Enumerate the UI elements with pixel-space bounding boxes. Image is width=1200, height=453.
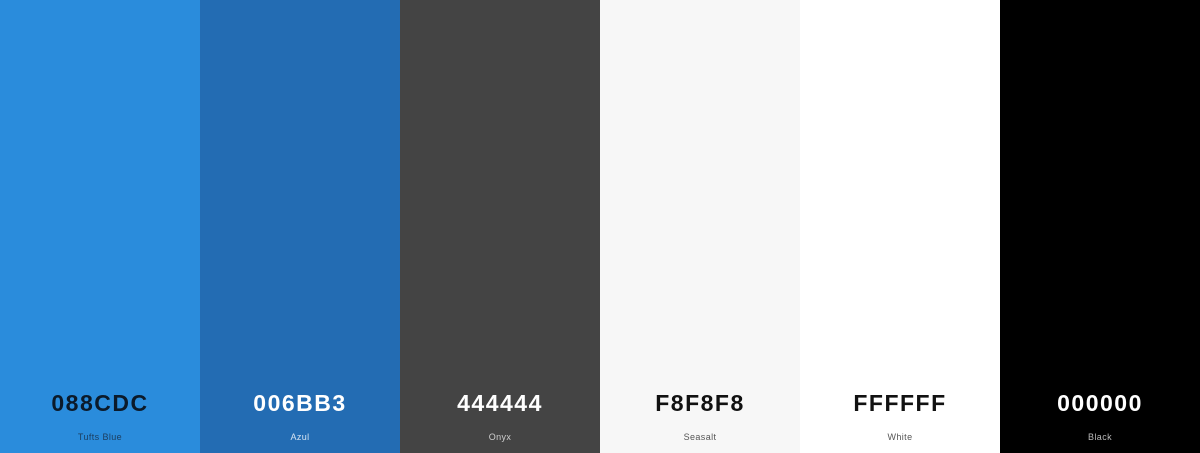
swatch-white[interactable]: FFFFFF White bbox=[800, 0, 1000, 453]
swatch-seasalt[interactable]: F8F8F8 Seasalt bbox=[600, 0, 800, 453]
swatch-black[interactable]: 000000 Black bbox=[1000, 0, 1200, 453]
swatch-hex-code: F8F8F8 bbox=[655, 390, 745, 416]
swatch-onyx[interactable]: 444444 Onyx bbox=[400, 0, 600, 453]
swatch-azul[interactable]: 006BB3 Azul bbox=[200, 0, 400, 453]
swatch-color-name: Azul bbox=[290, 432, 310, 442]
swatch-color-name: White bbox=[887, 432, 913, 442]
swatch-hex-code: FFFFFF bbox=[853, 390, 947, 416]
swatch-hex-code: 444444 bbox=[457, 390, 543, 416]
swatch-hex-code: 000000 bbox=[1057, 390, 1143, 416]
swatch-tufts-blue[interactable]: 088CDC Tufts Blue bbox=[0, 0, 200, 453]
swatch-color-name: Black bbox=[1087, 432, 1112, 442]
swatch-color-name: Onyx bbox=[488, 432, 512, 442]
swatch-color-name: Seasalt bbox=[683, 432, 717, 442]
swatch-color-name: Tufts Blue bbox=[77, 432, 123, 442]
swatch-hex-code: 088CDC bbox=[51, 390, 149, 416]
swatch-hex-code: 006BB3 bbox=[253, 390, 347, 416]
